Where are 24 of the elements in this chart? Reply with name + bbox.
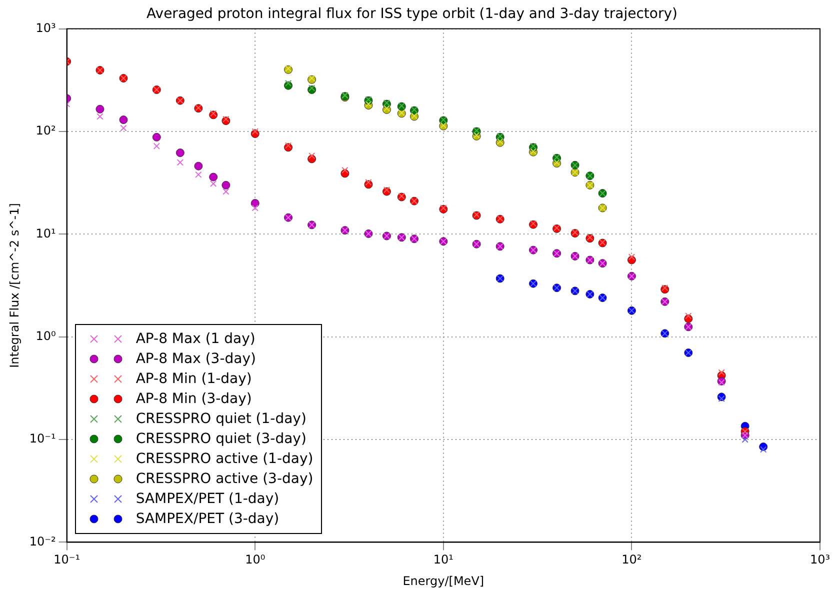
x-tick-label: 10¹ [433, 552, 454, 567]
x-tick-label: 10³ [810, 552, 830, 567]
legend-label: AP-8 Min (1-day) [136, 371, 252, 388]
x-axis-title: Energy/[MeV] [402, 574, 484, 588]
y-tick-label: 10⁻² [29, 534, 56, 548]
x-tick-label: 10⁻¹ [54, 552, 80, 567]
legend-label: AP-8 Max (1 day) [136, 331, 256, 348]
y-axis-title: Integral Flux /[cm^-2 s^-1] [7, 203, 22, 368]
legend-label: AP-8 Max (3-day) [136, 351, 256, 368]
x-tick-label: 10² [622, 552, 642, 567]
legend-label: CRESSPRO quiet (3-day) [136, 431, 306, 448]
legend-label: CRESSPRO active (3-day) [136, 471, 314, 488]
y-tick-label: 10³ [36, 20, 56, 35]
chart-title: Averaged proton integral flux for ISS type orbit (1-day and 3-day trajectory) [146, 6, 678, 22]
legend-label: CRESSPRO active (1-day) [136, 451, 314, 468]
legend-label: CRESSPRO quiet (1-day) [136, 411, 306, 428]
x-tick-label: 10⁰ [245, 552, 266, 567]
legend-label: AP-8 Min (3-day) [136, 391, 252, 408]
y-tick-label: 10¹ [36, 226, 56, 240]
y-tick-label: 10² [36, 124, 56, 138]
y-tick-label: 10⁰ [36, 328, 56, 343]
legend-label: SAMPEX/PET (1-day) [136, 491, 280, 508]
legend-label: SAMPEX/PET (3-day) [136, 511, 280, 528]
y-tick-label: 10⁻¹ [29, 432, 56, 446]
